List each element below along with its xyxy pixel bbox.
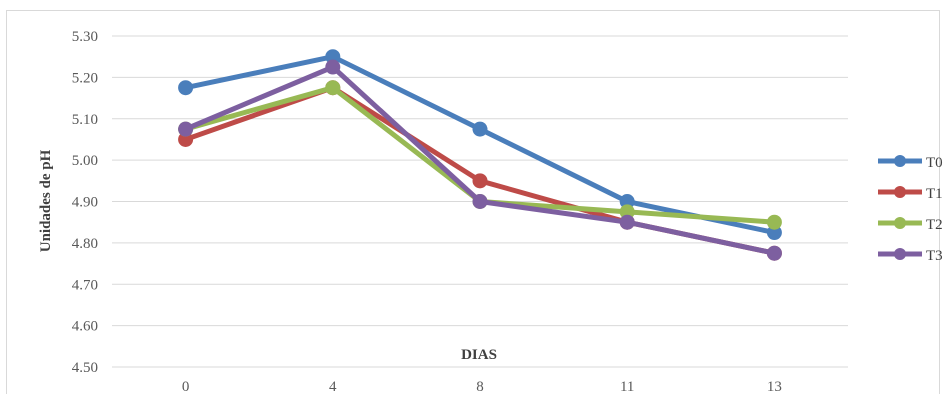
legend-item-t0: T0 (878, 155, 943, 171)
data-point (325, 59, 341, 75)
data-point (472, 121, 488, 137)
x-tick-label: 11 (620, 379, 634, 394)
legend-swatch-marker (894, 217, 906, 229)
x-tick-label: 8 (476, 379, 484, 394)
x-tick-label: 4 (329, 379, 337, 394)
data-point (325, 49, 341, 65)
data-point (325, 80, 341, 96)
y-axis-title: Unidades de pH (38, 149, 54, 252)
legend-item-t1: T1 (878, 186, 943, 202)
data-point (178, 80, 194, 96)
y-tick-label: 5.00 (72, 153, 98, 169)
data-point (178, 121, 194, 137)
data-point (619, 214, 635, 230)
data-point (766, 245, 782, 261)
legend-label: T0 (926, 155, 943, 171)
y-tick-label: 4.70 (72, 277, 98, 293)
x-tick-label: 13 (767, 379, 782, 394)
data-point (472, 173, 488, 189)
legend-label: T2 (926, 217, 943, 233)
series-lines (178, 49, 782, 261)
series-t0 (178, 49, 782, 241)
x-tick-label: 0 (182, 379, 190, 394)
data-point (178, 131, 194, 147)
x-axis-title: DIAS (461, 347, 497, 363)
legend-label: T1 (926, 186, 943, 202)
chart-frame (6, 10, 940, 394)
y-tick-label: 5.20 (72, 70, 98, 86)
legend-item-t3: T3 (878, 248, 943, 264)
y-tick-label: 5.10 (72, 112, 98, 128)
data-point (472, 194, 488, 209)
y-tick-label: 4.90 (72, 195, 98, 211)
x-axis-ticks: 0 4 8 11 13 (182, 379, 782, 394)
legend-swatch-marker (894, 248, 906, 260)
data-point (766, 225, 782, 241)
series-line (183, 85, 777, 256)
y-tick-label: 4.80 (72, 236, 98, 252)
y-axis-ticks: 4.50 4.60 4.70 4.80 4.90 5.00 5.10 5.20 5.30 (72, 29, 98, 376)
data-point (766, 214, 782, 230)
y-tick-label: 4.50 (72, 360, 98, 376)
data-point (619, 194, 635, 209)
legend-swatch-marker (894, 186, 906, 198)
legend: T0 T1 T2 T3 (878, 155, 943, 264)
legend-item-t2: T2 (878, 217, 943, 233)
data-point (619, 204, 635, 220)
y-tick-label: 5.30 (72, 29, 98, 45)
legend-label: T3 (926, 248, 943, 264)
legend-swatch-marker (894, 155, 906, 167)
series-t3 (178, 59, 782, 261)
y-tick-label: 4.60 (72, 319, 98, 335)
